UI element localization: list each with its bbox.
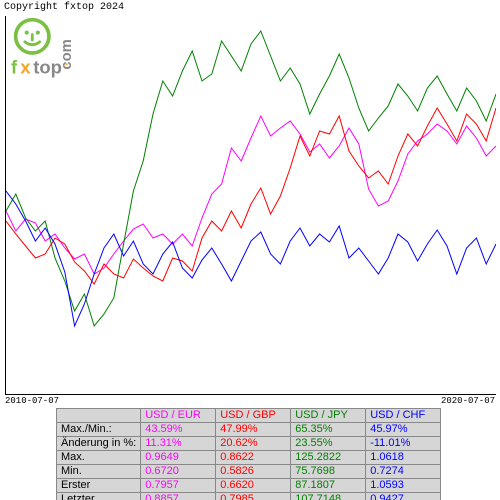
- x-axis-start-label: 2010-07-07: [5, 396, 59, 406]
- table-cell: 1.0618: [366, 451, 441, 465]
- series-usd_jpy: [6, 31, 496, 326]
- root: Copyright fxtop 2024 f x top . com 2010-…: [0, 0, 500, 500]
- chart-plot-area: [5, 16, 496, 395]
- table-cell: 75.7698: [291, 465, 366, 479]
- table-cell: 23.55%: [291, 437, 366, 451]
- table-row: Min.0.67200.582675.76980.7274: [57, 465, 441, 479]
- currency-stats-table: USD / EURUSD / GBPUSD / JPYUSD / CHFMax.…: [56, 408, 441, 500]
- table-header-row: USD / EURUSD / GBPUSD / JPYUSD / CHF: [57, 409, 441, 423]
- table-row: Erster0.79570.662087.18071.0593: [57, 479, 441, 493]
- table-cell: 43.59%: [141, 423, 216, 437]
- table-cell: 0.6720: [141, 465, 216, 479]
- row-label: Max.: [57, 451, 141, 465]
- table-cell: 0.6620: [216, 479, 291, 493]
- table-cell: 47.99%: [216, 423, 291, 437]
- table-cell: 0.7957: [141, 479, 216, 493]
- row-label: Max./Min.:: [57, 423, 141, 437]
- chart-svg: [6, 16, 496, 394]
- row-label: Min.: [57, 465, 141, 479]
- table-cell: 0.9649: [141, 451, 216, 465]
- row-label: Erster: [57, 479, 141, 493]
- row-label: Änderung in %:: [57, 437, 141, 451]
- table-row: Letzter0.88570.7985107.71480.9427: [57, 493, 441, 500]
- table-row: Änderung in %:11.31%20.62%23.55%-11.01%: [57, 437, 441, 451]
- column-header: USD / EUR: [141, 409, 216, 423]
- x-axis-end-label: 2020-07-07: [441, 396, 495, 406]
- table-cell: 11.31%: [141, 437, 216, 451]
- table-cell: 0.8857: [141, 493, 216, 500]
- table-cell: 0.5826: [216, 465, 291, 479]
- table-cell: -11.01%: [366, 437, 441, 451]
- series-usd_chf: [6, 191, 496, 326]
- table-cell: 0.7985: [216, 493, 291, 500]
- table-cell: 0.7274: [366, 465, 441, 479]
- column-header: USD / CHF: [366, 409, 441, 423]
- table-cell: 45.97%: [366, 423, 441, 437]
- table-cell: 20.62%: [216, 437, 291, 451]
- table-cell: 0.9427: [366, 493, 441, 500]
- series-usd_gbp: [6, 108, 496, 284]
- series-usd_eur: [6, 116, 496, 274]
- table-row: Max.0.96490.8622125.28221.0618: [57, 451, 441, 465]
- column-header: USD / JPY: [291, 409, 366, 423]
- table-cell: 87.1807: [291, 479, 366, 493]
- table-corner-cell: [57, 409, 141, 423]
- column-header: USD / GBP: [216, 409, 291, 423]
- copyright-text: Copyright fxtop 2024: [4, 2, 124, 13]
- table-cell: 0.8622: [216, 451, 291, 465]
- table-cell: 107.7148: [291, 493, 366, 500]
- table-cell: 125.2822: [291, 451, 366, 465]
- table-cell: 1.0593: [366, 479, 441, 493]
- row-label: Letzter: [57, 493, 141, 500]
- table-row: Max./Min.:43.59%47.99%65.35%45.97%: [57, 423, 441, 437]
- table-cell: 65.35%: [291, 423, 366, 437]
